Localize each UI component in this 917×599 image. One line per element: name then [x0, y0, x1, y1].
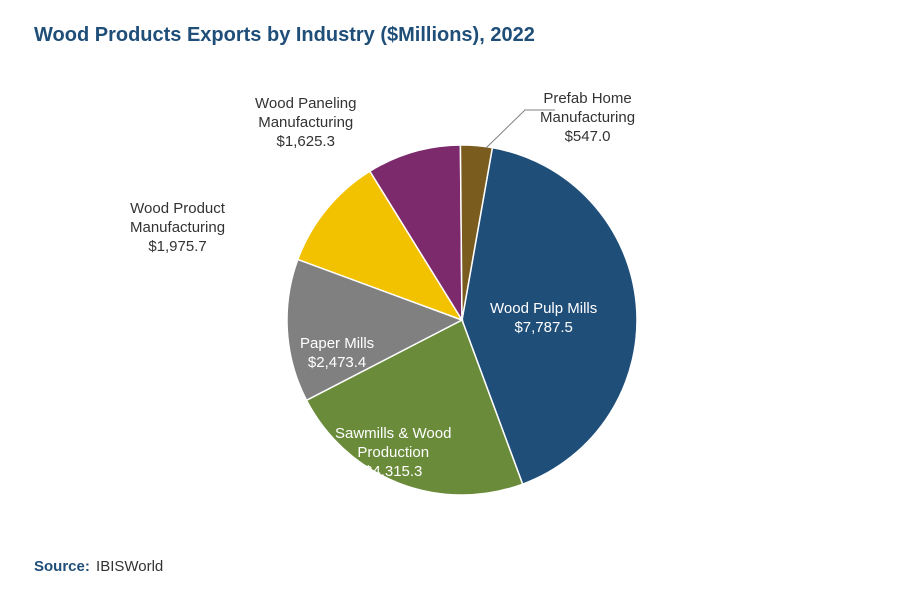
- slice-paper-mills-label: Paper Mills$2,473.4: [300, 335, 374, 373]
- slice-wood-paneling-label: Wood PanelingManufacturing$1,625.3: [255, 95, 356, 151]
- slice-name: Wood Product: [130, 200, 225, 219]
- slice-name: Manufacturing: [130, 219, 225, 238]
- slice-value: $547.0: [540, 128, 635, 147]
- slice-name: Sawmills & Wood: [335, 425, 451, 444]
- slice-value: $2,473.4: [300, 354, 374, 373]
- slice-name: Prefab Home: [540, 90, 635, 109]
- source-label: Source:: [34, 558, 90, 575]
- slice-value: $4,315.3: [335, 463, 451, 482]
- slice-name: Manufacturing: [540, 109, 635, 128]
- slice-sawmills-label: Sawmills & WoodProduction$4,315.3: [335, 425, 451, 481]
- source-line: Source: IBISWorld: [34, 558, 163, 575]
- slice-name: Wood Paneling: [255, 95, 356, 114]
- slice-value: $1,625.3: [255, 133, 356, 152]
- slice-prefab-home-label: Prefab HomeManufacturing$547.0: [540, 90, 635, 146]
- slice-name: Manufacturing: [255, 114, 356, 133]
- slice-name: Paper Mills: [300, 335, 374, 354]
- slice-wood-product-mfg-label: Wood ProductManufacturing$1,975.7: [130, 200, 225, 256]
- slice-name: Production: [335, 444, 451, 463]
- pie-chart: [0, 0, 917, 599]
- slice-value: $7,787.5: [490, 319, 597, 338]
- slice-value: $1,975.7: [130, 238, 225, 257]
- slice-wood-pulp-mills-label: Wood Pulp Mills$7,787.5: [490, 300, 597, 338]
- source-value: IBISWorld: [96, 558, 163, 575]
- slice-name: Wood Pulp Mills: [490, 300, 597, 319]
